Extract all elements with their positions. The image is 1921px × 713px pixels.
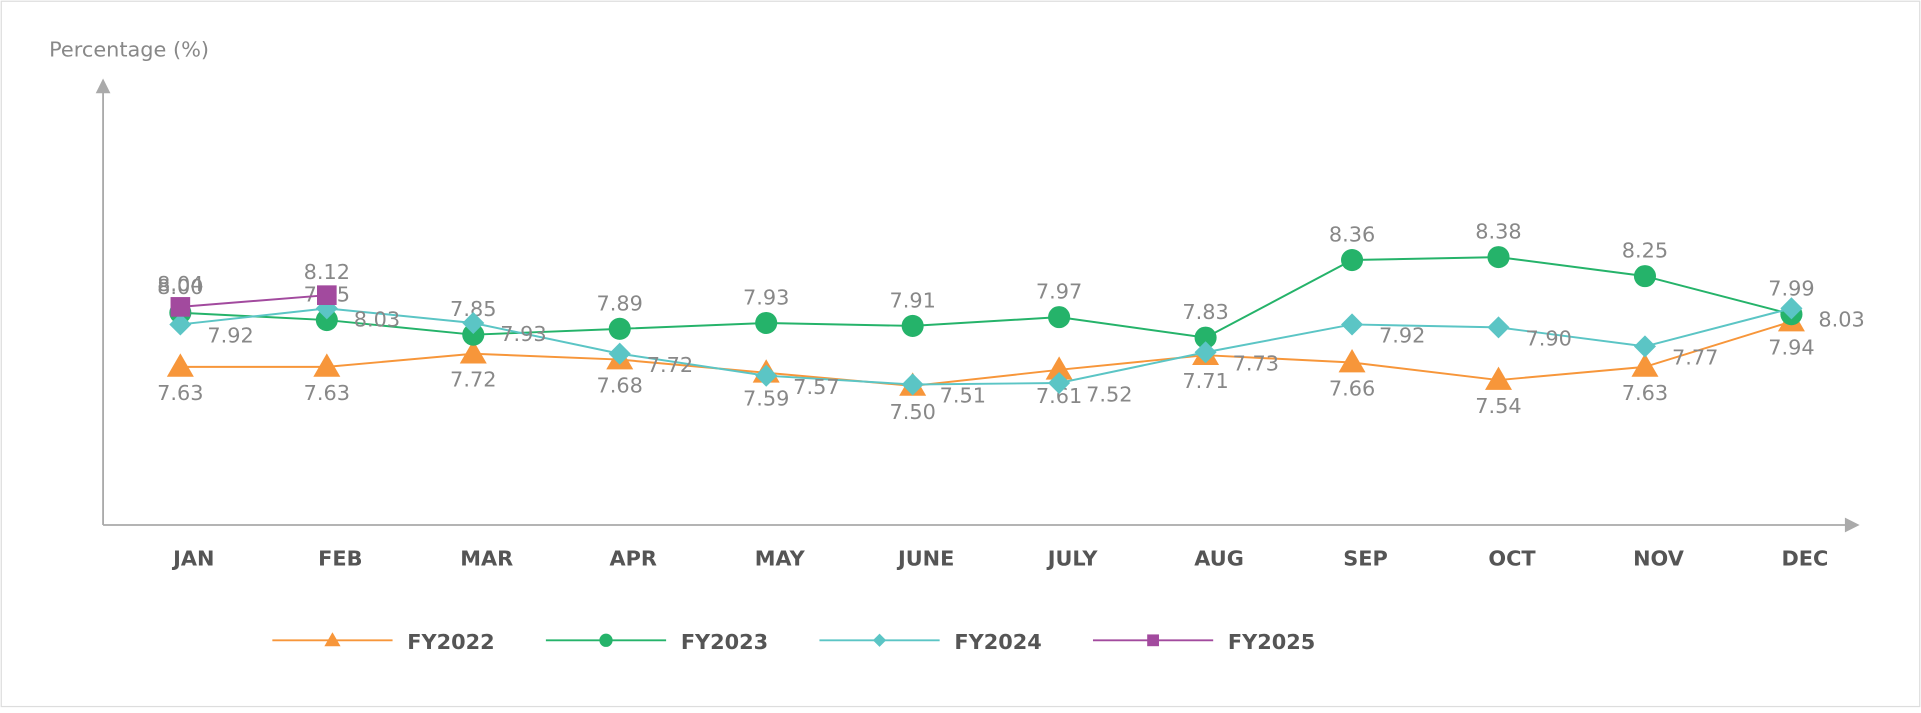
x-tick-label: JAN xyxy=(171,546,214,570)
x-tick-label: MAR xyxy=(460,546,513,570)
x-tick-label: SEP xyxy=(1343,546,1388,570)
data-label: 8.03 xyxy=(1818,308,1864,332)
data-label: 7.90 xyxy=(1525,327,1571,351)
data-point xyxy=(1338,349,1366,373)
data-label: 7.54 xyxy=(1475,394,1521,418)
data-label: 7.92 xyxy=(207,324,253,348)
data-label: 7.73 xyxy=(1233,352,1279,376)
legend-marker xyxy=(599,633,613,647)
y-arrow xyxy=(95,78,111,94)
legend-label: FY2024 xyxy=(954,630,1041,654)
data-point xyxy=(1485,366,1512,390)
data-label: 8.36 xyxy=(1329,222,1375,246)
data-point xyxy=(166,353,194,377)
data-label: 8.12 xyxy=(304,260,350,284)
x-arrow xyxy=(1844,517,1860,533)
data-label: 7.97 xyxy=(1036,280,1082,304)
data-label: 7.66 xyxy=(1329,376,1375,400)
data-point xyxy=(1341,313,1364,336)
legend-label: FY2025 xyxy=(1228,630,1315,654)
data-label: 7.93 xyxy=(743,285,789,309)
series-line xyxy=(180,307,1792,386)
legend-marker xyxy=(324,632,341,647)
data-point xyxy=(1780,297,1803,320)
data-label: 7.89 xyxy=(597,291,643,315)
data-label: 7.94 xyxy=(1768,336,1814,360)
x-tick-label: FEB xyxy=(318,546,362,570)
data-point xyxy=(459,340,487,364)
data-point xyxy=(1045,356,1073,380)
data-label: 8.25 xyxy=(1622,239,1668,263)
data-label: 7.57 xyxy=(793,375,839,399)
series-line xyxy=(180,294,327,308)
data-point xyxy=(1048,371,1071,395)
data-label: 7.63 xyxy=(157,381,203,405)
data-point xyxy=(1487,316,1510,339)
data-label: 8.38 xyxy=(1475,220,1521,244)
data-label: 7.77 xyxy=(1672,346,1718,370)
legend-label: FY2023 xyxy=(681,630,768,654)
data-label: 7.59 xyxy=(743,387,789,411)
data-label: 7.92 xyxy=(1379,324,1425,348)
y-axis-label: Percentage (%) xyxy=(49,37,209,61)
data-point xyxy=(901,314,924,337)
data-point xyxy=(1048,306,1071,329)
data-point xyxy=(1487,246,1510,269)
data-point xyxy=(1631,353,1659,377)
series-line xyxy=(180,256,1792,339)
x-tick-label: JULY xyxy=(1046,546,1099,570)
data-label: 7.93 xyxy=(500,322,546,346)
data-point xyxy=(901,373,924,396)
data-point xyxy=(608,317,631,340)
data-point xyxy=(170,297,191,317)
x-tick-label: AUG xyxy=(1194,546,1244,570)
data-point xyxy=(1194,326,1217,349)
data-point xyxy=(315,309,338,332)
data-label: 7.71 xyxy=(1182,369,1228,393)
data-point xyxy=(1341,248,1364,272)
legend-marker xyxy=(872,633,887,647)
data-point xyxy=(1633,335,1657,358)
data-point xyxy=(315,297,338,320)
x-tick-label: OCT xyxy=(1488,546,1536,570)
x-tick-label: MAY xyxy=(755,546,806,570)
data-label: 7.52 xyxy=(1086,382,1132,406)
series-line xyxy=(180,320,1792,387)
data-label: 7.50 xyxy=(889,400,935,424)
x-tick-label: APR xyxy=(609,546,656,570)
data-label: 7.63 xyxy=(304,381,350,405)
x-tick-label: NOV xyxy=(1633,546,1685,570)
data-point xyxy=(1633,265,1657,288)
data-label: 7.91 xyxy=(889,288,935,312)
data-point xyxy=(755,364,778,387)
data-label: 7.99 xyxy=(1768,277,1814,301)
data-point xyxy=(313,353,341,377)
data-label: 8.00 xyxy=(157,275,203,299)
legend-marker xyxy=(1147,634,1159,647)
data-point xyxy=(462,323,485,346)
x-tick-label: DEC xyxy=(1781,546,1828,570)
x-tick-label: JUNE xyxy=(896,546,954,570)
data-label: 7.72 xyxy=(450,368,496,392)
data-label: 7.83 xyxy=(1182,300,1228,324)
data-point xyxy=(608,342,631,365)
data-point xyxy=(462,311,485,335)
legend-label: FY2022 xyxy=(407,630,494,654)
data-label: 7.68 xyxy=(597,374,643,398)
data-point xyxy=(169,313,192,336)
data-label: 7.72 xyxy=(647,353,693,377)
data-point xyxy=(1194,341,1217,364)
data-label: 7.63 xyxy=(1622,381,1668,405)
data-label: 7.51 xyxy=(940,384,986,408)
data-label: 8.04 xyxy=(157,272,203,296)
data-label: 8.03 xyxy=(354,308,400,332)
data-point xyxy=(755,311,778,335)
data-point xyxy=(317,285,337,305)
